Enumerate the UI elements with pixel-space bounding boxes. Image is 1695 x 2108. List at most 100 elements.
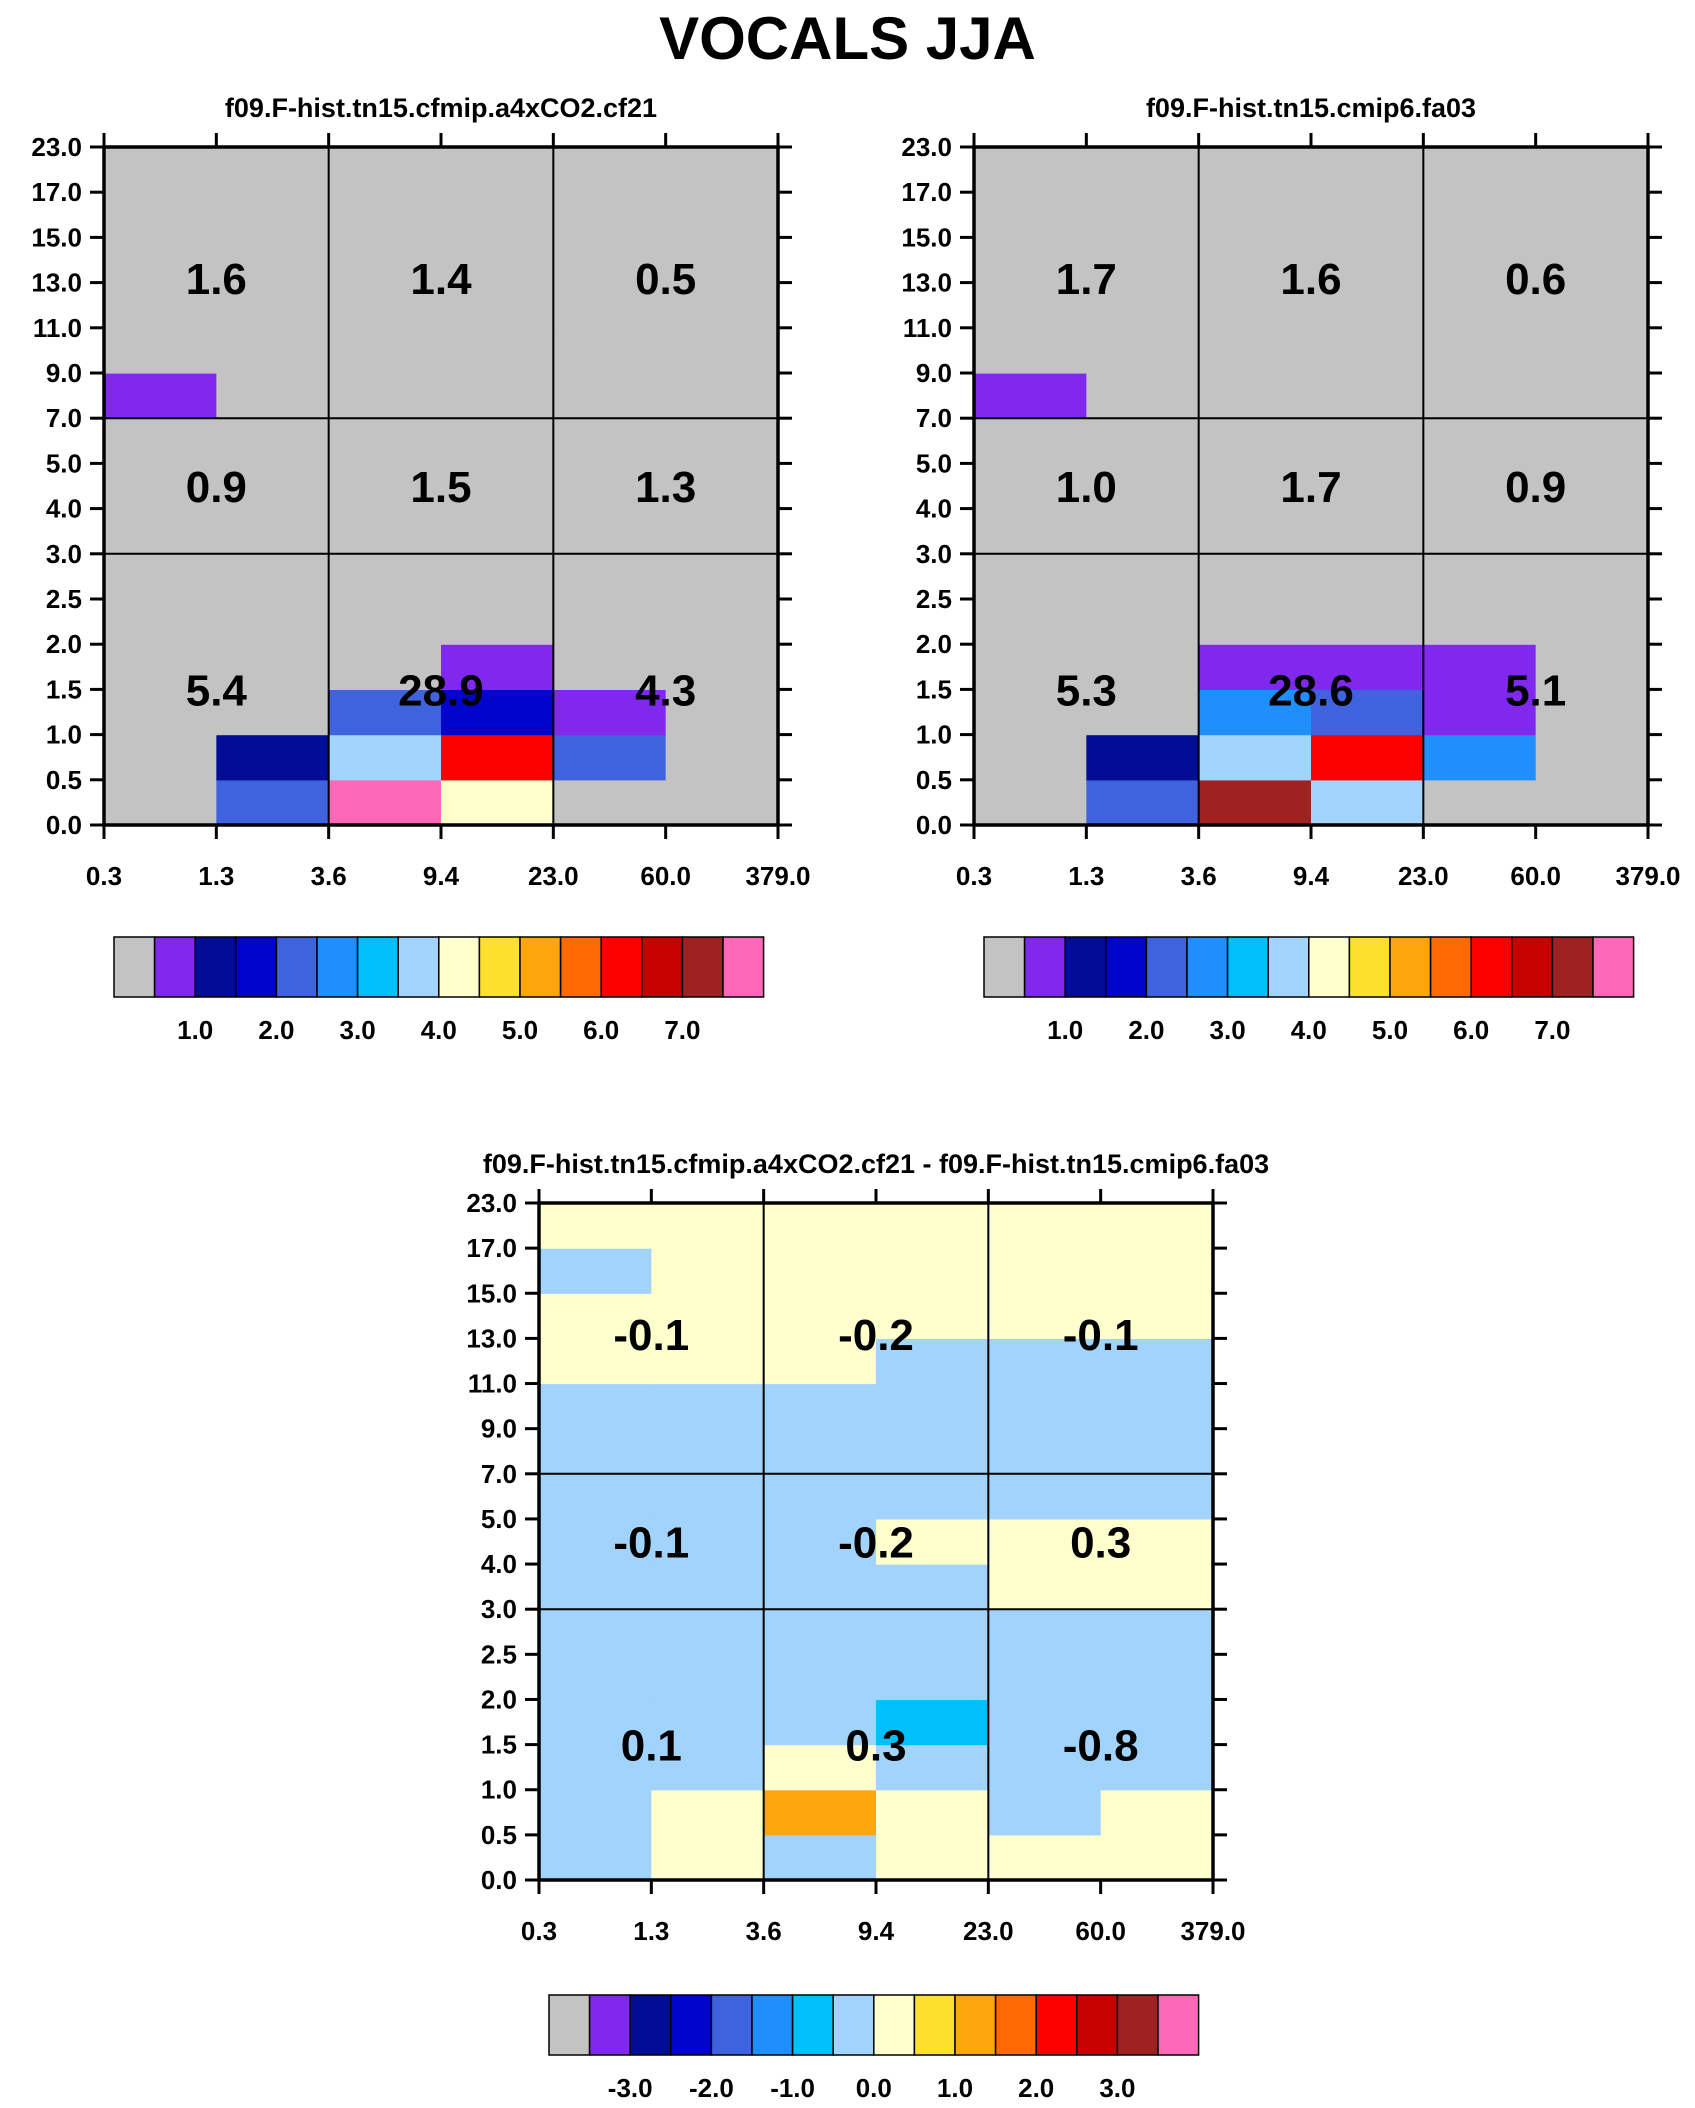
heatmap-cell [876,1654,989,1701]
y-tick-label: 17.0 [901,177,952,207]
heatmap-cell [974,327,1087,374]
heatmap-cell [988,1744,1102,1791]
region-value: 0.3 [1070,1519,1131,1568]
heatmap-cell [1423,779,1537,826]
heatmap-cell [763,1518,877,1565]
heatmap-cell [1198,327,1312,374]
heatmap-cell [763,1473,877,1520]
colorbar-swatch [670,1994,713,2056]
heatmap-cell [216,599,330,645]
heatmap-cell [328,779,442,826]
heatmap-cell [974,734,1087,781]
heatmap-cell [441,734,554,781]
heatmap-cell [1311,644,1424,690]
colorbar-swatch [1145,936,1188,998]
heatmap-cell [665,192,779,238]
y-tick-label: 23.0 [901,132,952,162]
heatmap-cell [216,373,330,419]
colorbar-label: 3.0 [340,1015,376,1045]
y-tick-label: 9.0 [46,358,82,388]
heatmap-cell [974,644,1087,690]
heatmap-cell [441,237,554,284]
colorbar-swatch [1551,936,1594,998]
heatmap-cell [1086,373,1200,419]
figure-title: VOCALS JJA [659,5,1036,72]
y-tick-label: 0.5 [481,1820,517,1850]
colorbar-swatch [710,1994,753,2056]
heatmap-cell [104,147,217,193]
heatmap-cell [104,373,217,419]
x-tick-label: 3.6 [1181,861,1217,891]
colorbar-swatch [194,936,237,998]
colorbar-swatch [356,936,399,998]
heatmap-cell [1100,1564,1214,1610]
heatmap-cell [876,1834,989,1881]
heatmap-cell [988,1564,1102,1610]
heatmap-cell [441,373,554,419]
heatmap-cell [328,508,442,555]
heatmap-cell [553,599,667,645]
y-tick-label: 17.0 [31,177,82,207]
heatmap-cell [1198,237,1312,284]
heatmap-cell [665,282,779,329]
heatmap-cell [216,192,330,238]
heatmap-cell [216,237,330,284]
colorbar-swatch [600,936,643,998]
heatmap-cell [651,1203,765,1249]
x-tick-label: 23.0 [1398,861,1449,891]
colorbar-swatch [681,936,724,998]
heatmap-cell [1535,599,1649,645]
heatmap-cell [104,418,217,464]
heatmap-cell [539,1338,652,1385]
heatmap-cell [553,689,667,736]
heatmap-cell [1423,282,1537,329]
region-value: 1.6 [186,255,247,304]
colorbar-swatch [791,1994,834,2056]
heatmap-cell [539,1789,652,1836]
colorbar-swatch [983,936,1026,998]
heatmap-cell [441,644,554,690]
heatmap-cell [988,1383,1102,1430]
heatmap-cell [1423,418,1537,464]
colorbar-label: 4.0 [1291,1015,1327,1045]
heatmap-cell [441,327,554,374]
heatmap-cell [1100,1383,1214,1430]
heatmap-cell [651,1744,765,1791]
x-tick-label: 0.3 [86,861,122,891]
x-tick-label: 379.0 [1180,1916,1245,1946]
y-tick-label: 11.0 [468,1369,517,1399]
heatmap-cell [216,508,330,555]
heatmap-cell [1311,418,1424,464]
heatmap-cell [1100,1248,1214,1294]
heatmap-cell [651,1293,765,1339]
heatmap-cell [665,463,779,510]
heatmap-cell [1423,508,1537,555]
heatmap-cell [763,1383,877,1430]
colorbar-swatch [1348,936,1391,998]
heatmap-cell [1311,237,1424,284]
y-tick-label: 2.5 [481,1639,517,1669]
y-tick-label: 0.5 [916,765,952,795]
region-value: -0.2 [838,1311,914,1360]
heatmap-cell [651,1654,765,1701]
heatmap-cell [104,463,217,510]
heatmap-cell [104,779,217,826]
heatmap-cell [328,147,442,193]
heatmap-cell [539,1564,652,1610]
heatmap-cell [1311,373,1424,419]
y-tick-label: 1.5 [46,674,82,704]
heatmap-cell [974,237,1087,284]
heatmap-cell [328,327,442,374]
colorbar-label: 0.0 [856,2073,892,2103]
region-value: -0.8 [1063,1722,1139,1771]
heatmap-cell [763,1609,877,1655]
heatmap-cell [1198,599,1312,645]
y-tick-label: 15.0 [31,222,82,252]
region-value: 28.9 [398,666,484,715]
x-tick-label: 9.4 [858,1916,895,1946]
heatmap-cell [553,463,667,510]
colorbar-swatch [1429,936,1472,998]
region-value: 1.4 [410,255,472,304]
colorbar-swatch [954,1994,997,2056]
heatmap-cell [876,1338,989,1385]
